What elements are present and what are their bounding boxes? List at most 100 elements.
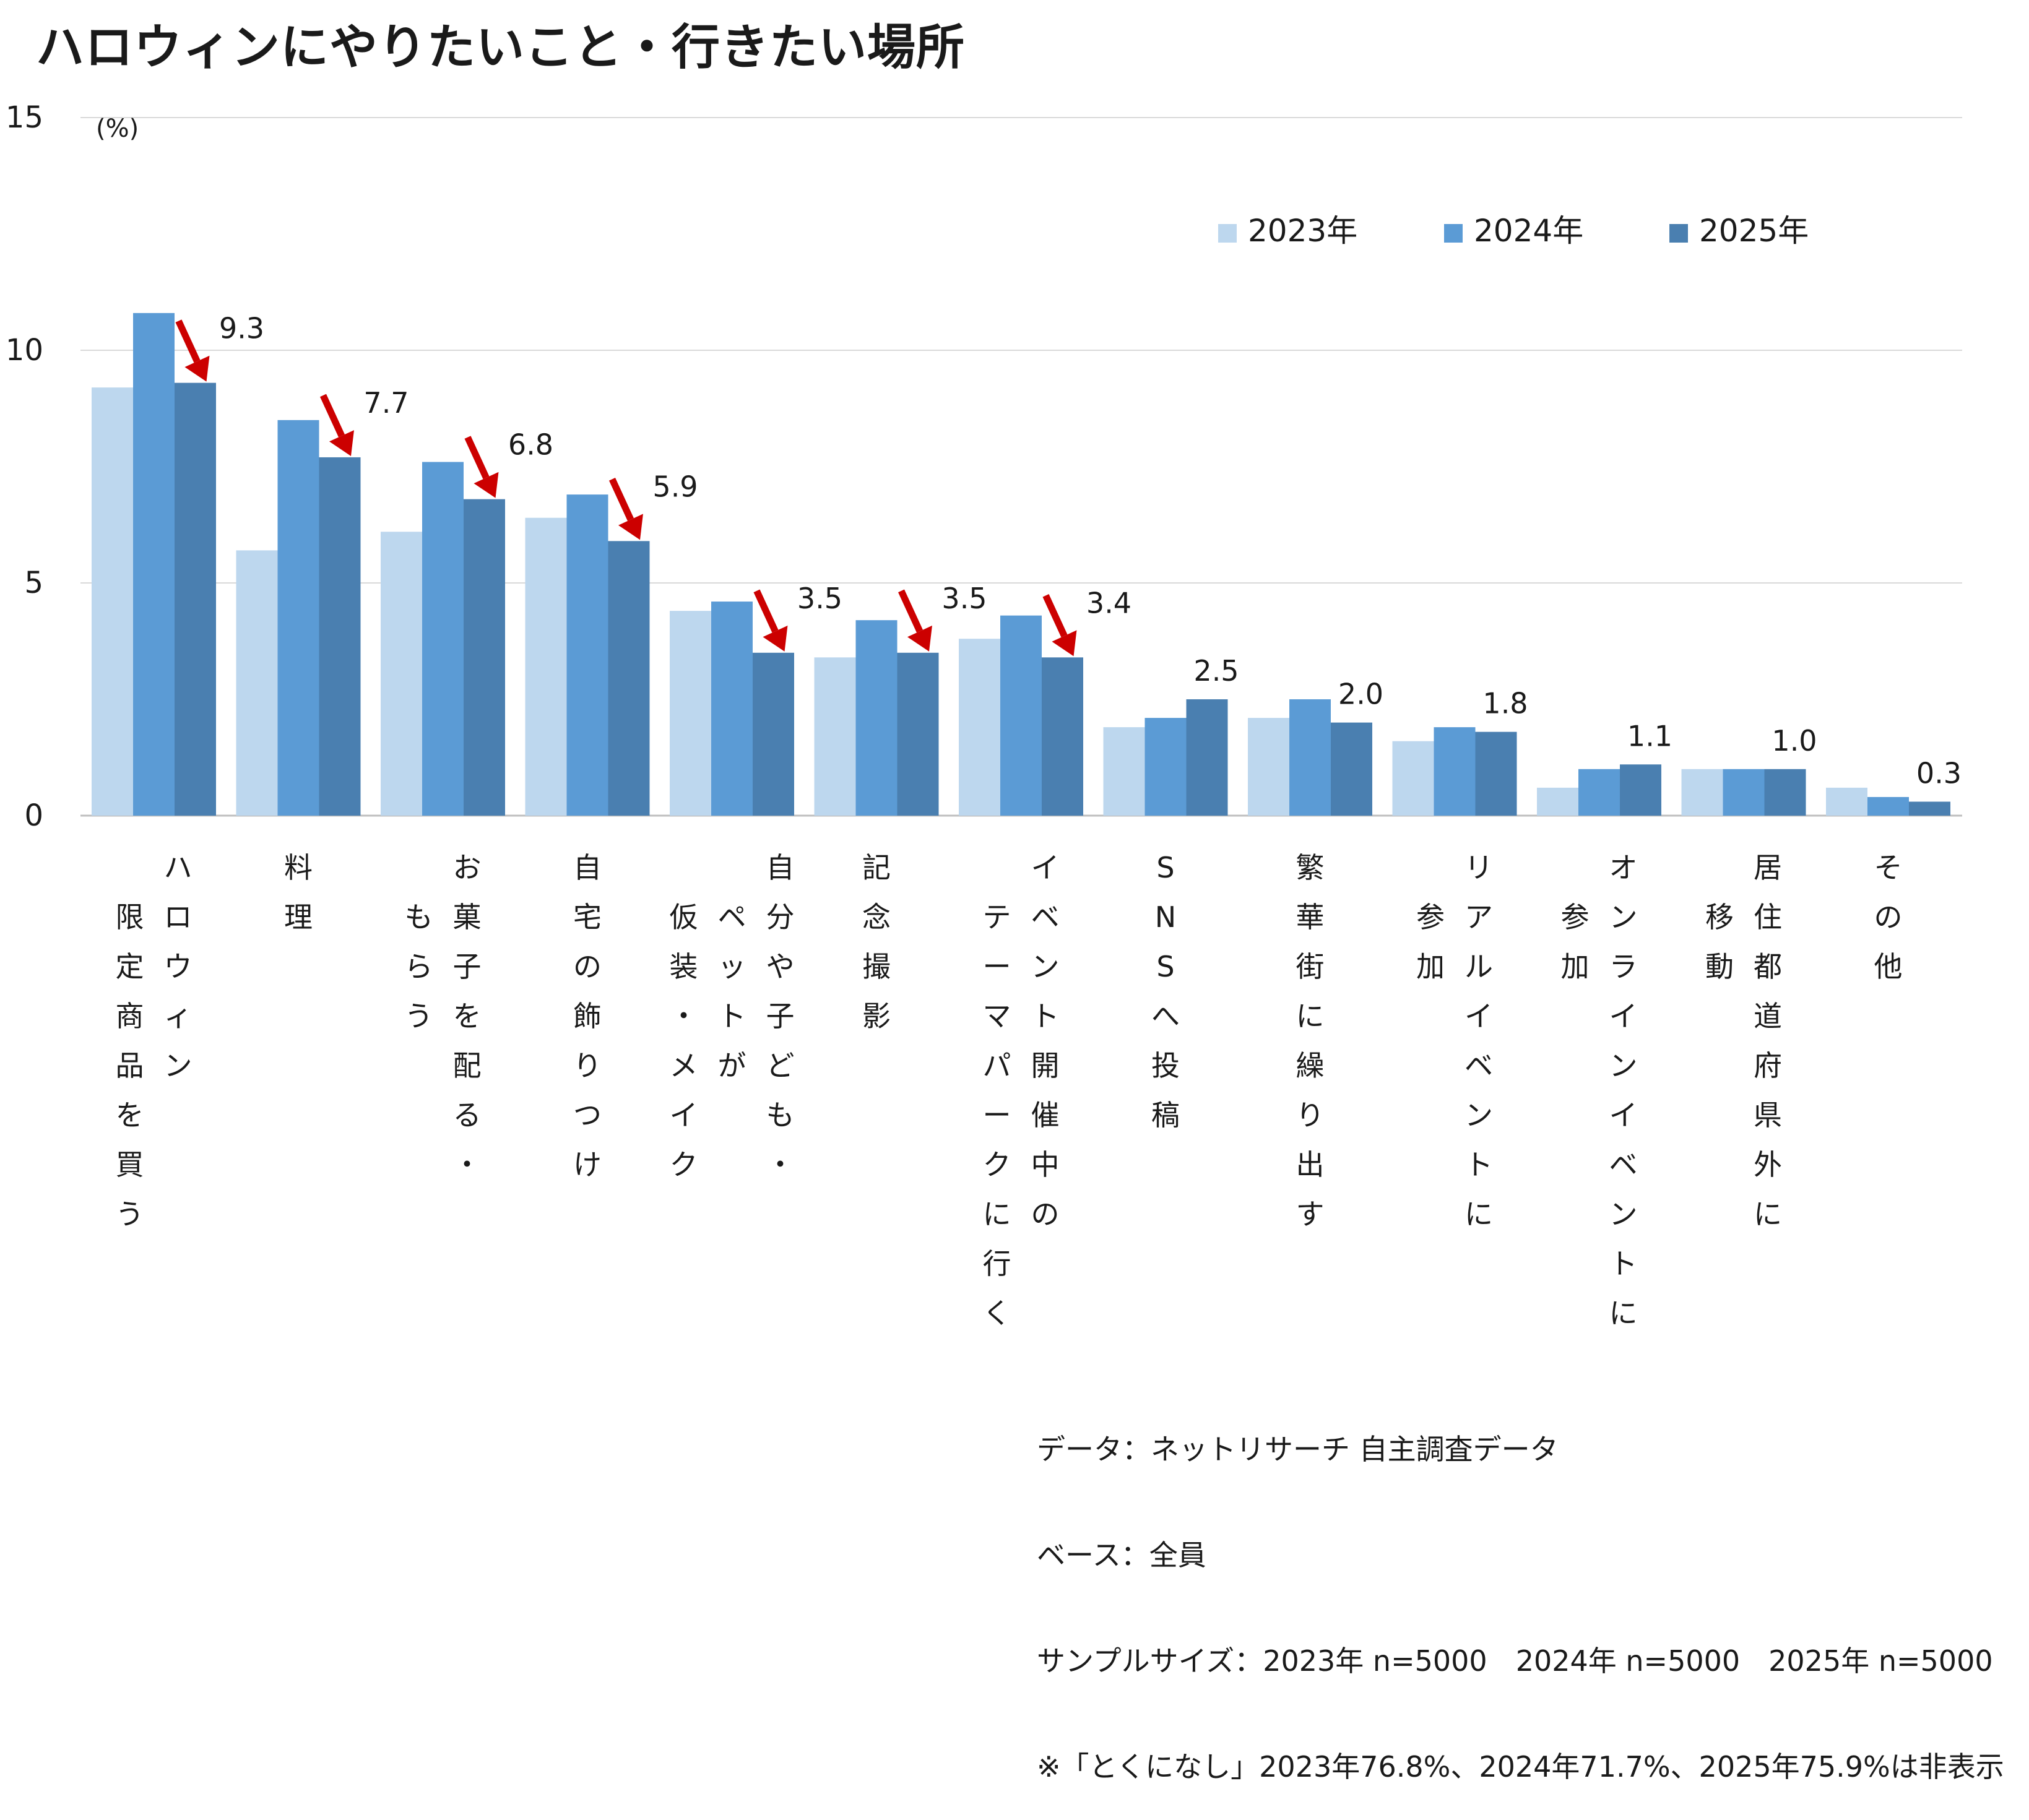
category-label-char: 参 [1416,900,1445,934]
category-label-char: ル [1464,950,1493,983]
bar-2023 [236,550,278,816]
category-label-char: S [1156,950,1174,983]
category-label-char: ハ [164,851,193,884]
bar-2023 [670,611,711,816]
category-label-char: も [405,900,433,934]
value-label: 1.8 [1482,687,1528,720]
category-label-char: 都 [1754,950,1782,983]
category-label-char: 念 [862,900,891,934]
category-label-char: 動 [1705,950,1734,983]
category-label-char: す [1296,1197,1325,1231]
bar-2023 [1248,718,1289,816]
category-label-char: 居 [1754,851,1782,884]
y-tick-label: 0 [24,798,43,833]
category-label-char: に [1754,1197,1782,1231]
bar-2023 [381,532,422,816]
category-label-char: が [718,1049,746,1082]
category-label-char: ク [983,1148,1011,1181]
note-line: データ：ネットリサーチ 自主調査データ [1037,1433,1559,1466]
bar-2024 [1144,718,1187,816]
bars [92,313,1950,816]
legend: 2023年 2024年 2025年 [1218,213,1809,249]
category-label-char: に [983,1197,1011,1231]
category-label-char: ト [1609,1247,1638,1280]
bar-2025 [897,652,939,816]
bar-chart: 0 5 10 15 (%) 9.3 7.7 6.8 5.9 3.5 3.5 3.4 2.5 2.0 1.… [6,100,1962,1330]
category-label-char: ン [1609,1049,1638,1082]
bar-2025 [319,457,361,816]
category-label-char: 限 [116,900,144,934]
category-label-char: ・ [766,1148,795,1181]
category-label-char: リ [1464,851,1493,884]
category-label-char: 撮 [862,950,891,983]
category-label-char: 配 [453,1049,482,1082]
category-label-char: ベ [1464,1049,1493,1082]
arrow-head [474,472,499,498]
note-line: サンプルサイズ：2023年 n=5000 2024年 n=5000 2025年 … [1037,1644,1993,1678]
category-label-char: う [405,999,433,1033]
bar-2023 [1537,787,1578,816]
category-label-char: ア [1464,900,1493,934]
category-label-char: け [573,1148,602,1181]
value-label: 3.4 [1086,586,1131,619]
category-label-char: 華 [1296,900,1325,934]
bar-2024 [422,462,464,816]
category-label-char: 買 [116,1148,144,1181]
legend-swatch [1218,224,1237,243]
legend-label: 2023年 [1248,213,1357,249]
category-label-char: ウ [164,950,193,983]
bar-2025 [175,382,216,816]
category-label-char: ー [983,950,1011,983]
category-label-char: ン [164,1049,193,1082]
bar-2024 [1578,769,1620,816]
value-label: 5.9 [652,470,698,503]
bar-2024 [133,313,175,816]
category-label-char: 府 [1754,1049,1782,1082]
category-label-char: り [1296,1098,1325,1132]
source-notes: データ：ネットリサーチ 自主調査データ ベース：全員 サンプルサイズ：2023年… [1037,1361,2004,1820]
category-label-char: ク [670,1148,698,1181]
category-label-char: 理 [284,900,313,934]
bar-2024 [1723,769,1765,816]
category-label-char: 品 [116,1049,144,1082]
value-label: 1.1 [1627,719,1672,753]
category-label-char: ど [766,1049,795,1082]
category-label-char: パ [983,1049,1011,1082]
category-label-char: ・ [453,1148,482,1181]
y-axis: 0 5 10 15 [6,100,43,833]
category-label-char: イ [1609,999,1638,1033]
bar-2023 [959,639,1000,816]
category-label-char: ト [1464,1148,1493,1181]
category-label-char: そ [1874,851,1903,884]
category-label-char: 催 [1031,1098,1060,1132]
bar-2023 [814,657,856,816]
category-label-char: 参 [1561,900,1590,934]
category-label-char: も [766,1098,795,1132]
category-label-char: の [1031,1197,1060,1231]
category-label-char: ベ [1031,900,1060,934]
category-label-char: 記 [862,851,891,884]
bar-2025 [464,499,505,816]
category-label-char: 県 [1754,1098,1782,1132]
category-label-char: 影 [862,999,891,1033]
bar-2025 [1042,657,1083,816]
category-label-char: 仮 [670,900,698,934]
category-label-char: の [573,950,602,983]
decline-arrow [464,436,490,480]
category-label-char: 住 [1754,900,1782,934]
y-tick-label: 5 [24,566,43,600]
unit-label: (%) [96,114,139,143]
legend-label: 2024年 [1474,213,1583,249]
value-label: 3.5 [797,582,842,615]
category-label-char: S [1156,851,1174,884]
category-label-char: 子 [453,950,482,983]
category-label-char: 行 [983,1247,1011,1280]
decline-arrows [175,319,1077,657]
category-label-char: う [116,1197,144,1231]
bar-2025 [1620,764,1661,816]
category-labels: ハロウィン限定商品を買う料理お菓子を配る・もらう自宅の飾りつけ自分や子ども・ペッ… [116,851,1903,1330]
value-label: 7.7 [363,386,409,420]
category-label-char: ッ [718,950,746,983]
value-label: 3.5 [941,582,987,615]
decline-arrow [320,394,345,438]
